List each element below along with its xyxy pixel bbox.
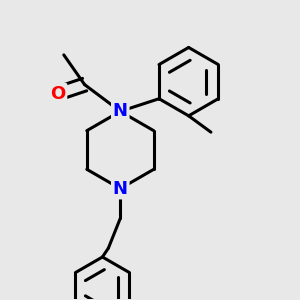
Text: N: N [113,180,128,198]
Text: O: O [50,85,65,103]
Text: N: N [113,102,128,120]
